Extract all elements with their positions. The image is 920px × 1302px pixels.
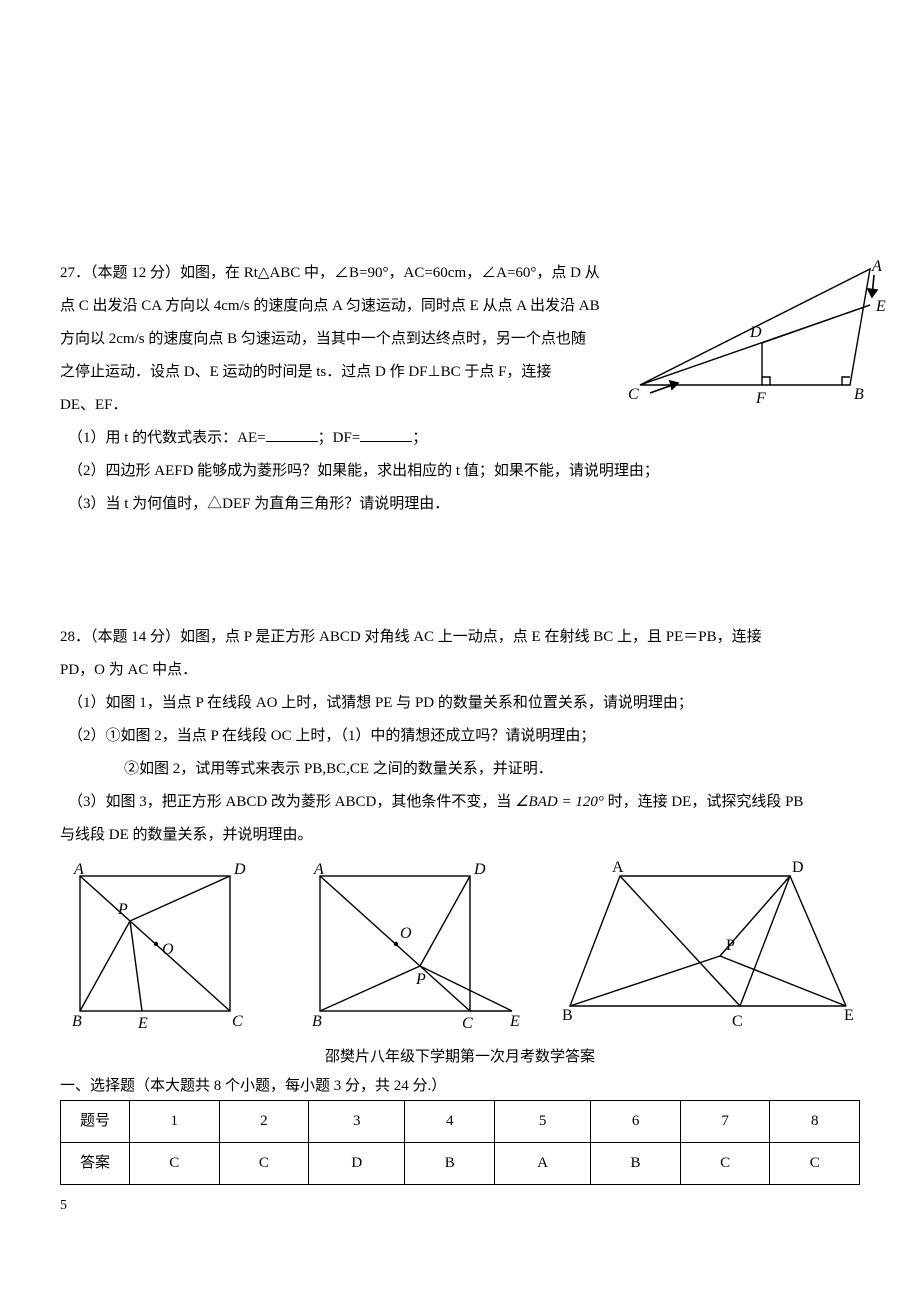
q27-p1-pre: （1）用 t 的代数式表示：AE= [68, 430, 266, 446]
svg-text:O: O [162, 941, 174, 958]
svg-text:O: O [400, 925, 412, 942]
q28-p3a: （3）如图 3，把正方形 ABCD 改为菱形 ABCD，其他条件不变，当 [68, 794, 511, 810]
q28-p3b: 时，连接 DE，试探究线段 PB [608, 794, 804, 810]
q27-fig-D: D [749, 324, 762, 341]
q27-l4: 之停止运动．设点 D、E 运动的时间是 ts．过点 D 作 DF⊥BC 于点 F… [60, 356, 620, 389]
q27-figure: A B C D E F [622, 257, 890, 420]
svg-text:C: C [232, 1013, 243, 1030]
spacer [60, 521, 860, 621]
answer-cell: C [680, 1143, 770, 1185]
svg-text:D: D [233, 861, 246, 878]
svg-text:B: B [72, 1013, 82, 1030]
col-num: 1 [130, 1101, 220, 1143]
q28-part3-line1: （3）如图 3，把正方形 ABCD 改为菱形 ABCD，其他条件不变，当 ∠BA… [60, 786, 860, 819]
q27-fig-E: E [875, 298, 886, 315]
q28-angle: ∠BAD = 120° [515, 794, 604, 810]
q28-fig2: A D B C E P O [300, 858, 530, 1033]
svg-text:A: A [73, 861, 84, 878]
svg-text:P: P [415, 971, 426, 988]
q27-stem: 27．（本题 12 分）如图，在 Rt△ABC 中，∠B=90°，AC=60cm… [60, 257, 620, 422]
q28-part2a: （2）①如图 2，当点 P 在线段 OC 上时，（1）中的猜想还成立吗？请说明理… [60, 720, 860, 753]
blank-ae [266, 426, 318, 442]
q27-l1: 27．（本题 12 分）如图，在 Rt△ABC 中，∠B=90°，AC=60cm… [60, 257, 620, 290]
q28-figures: A D B C E P O A D B C E P O [60, 858, 860, 1033]
svg-text:C: C [732, 1013, 743, 1030]
svg-text:E: E [844, 1007, 854, 1024]
col-num: 5 [494, 1101, 590, 1143]
header-label: 题号 [61, 1101, 130, 1143]
answer-cell: B [591, 1143, 681, 1185]
answer-section-line: 一、选择题（本大题共 8 个小题，每小题 3 分，共 24 分.） [60, 1074, 860, 1098]
q28-fig1: A D B C E P O [60, 858, 270, 1033]
q27-part1: （1）用 t 的代数式表示：AE= ；DF= ； [60, 422, 868, 455]
blank-df [360, 426, 412, 442]
answer-cell: C [130, 1143, 220, 1185]
q27-part3: （3）当 t 为何值时，△DEF 为直角三角形？请说明理由． [60, 488, 868, 521]
q28-part2b: ②如图 2，试用等式来表示 PB,BC,CE 之间的数量关系，并证明． [60, 753, 860, 786]
svg-text:E: E [137, 1015, 148, 1032]
col-num: 4 [405, 1101, 495, 1143]
col-num: 6 [591, 1101, 681, 1143]
svg-text:D: D [473, 861, 486, 878]
q28-p3c: 与线段 DE 的数量关系，并说明理由。 [60, 819, 860, 852]
q27-fig-C: C [628, 386, 639, 403]
col-num: 7 [680, 1101, 770, 1143]
q28-l1: 28．（本题 14 分）如图，点 P 是正方形 ABCD 对角线 AC 上一动点… [60, 621, 860, 654]
answer-cell: B [405, 1143, 495, 1185]
svg-text:B: B [312, 1013, 322, 1030]
svg-text:P: P [726, 937, 735, 954]
q27-l5: DE、EF． [60, 389, 620, 422]
svg-text:D: D [792, 859, 804, 876]
answer-cell: C [770, 1143, 860, 1185]
q27-fig-B: B [854, 386, 864, 403]
answer-title: 邵樊片八年级下学期第一次月考数学答案 [60, 1041, 860, 1074]
table-row: 题号 1 2 3 4 5 6 7 8 [61, 1101, 860, 1143]
answer-table: 题号 1 2 3 4 5 6 7 8 答案 C C D B A B C C [60, 1100, 860, 1185]
row-label: 答案 [61, 1143, 130, 1185]
q27-fig-F: F [755, 390, 766, 407]
q27-fig-A: A [871, 258, 882, 275]
q27-l3: 方向以 2cm/s 的速度向点 B 匀速运动，当其中一个点到达终点时，另一个点也… [60, 323, 620, 356]
table-row: 答案 C C D B A B C C [61, 1143, 860, 1185]
col-num: 8 [770, 1101, 860, 1143]
svg-text:P: P [117, 901, 128, 918]
svg-text:E: E [509, 1013, 520, 1030]
svg-text:C: C [462, 1015, 473, 1032]
q28-l2: PD，O 为 AC 中点． [60, 654, 860, 687]
question-27: 27．（本题 12 分）如图，在 Rt△ABC 中，∠B=90°，AC=60cm… [60, 257, 860, 521]
col-num: 2 [219, 1101, 309, 1143]
q28-fig3: A D B C E P [560, 858, 860, 1033]
svg-text:A: A [313, 861, 324, 878]
q28-part1: （1）如图 1，当点 P 在线段 AO 上时，试猜想 PE 与 PD 的数量关系… [60, 687, 860, 720]
col-num: 3 [309, 1101, 405, 1143]
answer-cell: C [219, 1143, 309, 1185]
q27-p1-mid: ；DF= [318, 430, 361, 446]
answer-cell: D [309, 1143, 405, 1185]
q27-l2: 点 C 出发沿 CA 方向以 4cm/s 的速度向点 A 匀速运动，同时点 E … [60, 290, 620, 323]
svg-text:A: A [612, 859, 624, 876]
svg-text:B: B [562, 1007, 573, 1024]
question-28: 28．（本题 14 分）如图，点 P 是正方形 ABCD 对角线 AC 上一动点… [60, 621, 860, 1033]
q27-part2: （2）四边形 AEFD 能够成为菱形吗？如果能，求出相应的 t 值；如果不能，请… [60, 455, 868, 488]
q27-p1-post: ； [412, 430, 427, 446]
answer-cell: A [494, 1143, 590, 1185]
page-number: 5 [60, 1191, 860, 1222]
